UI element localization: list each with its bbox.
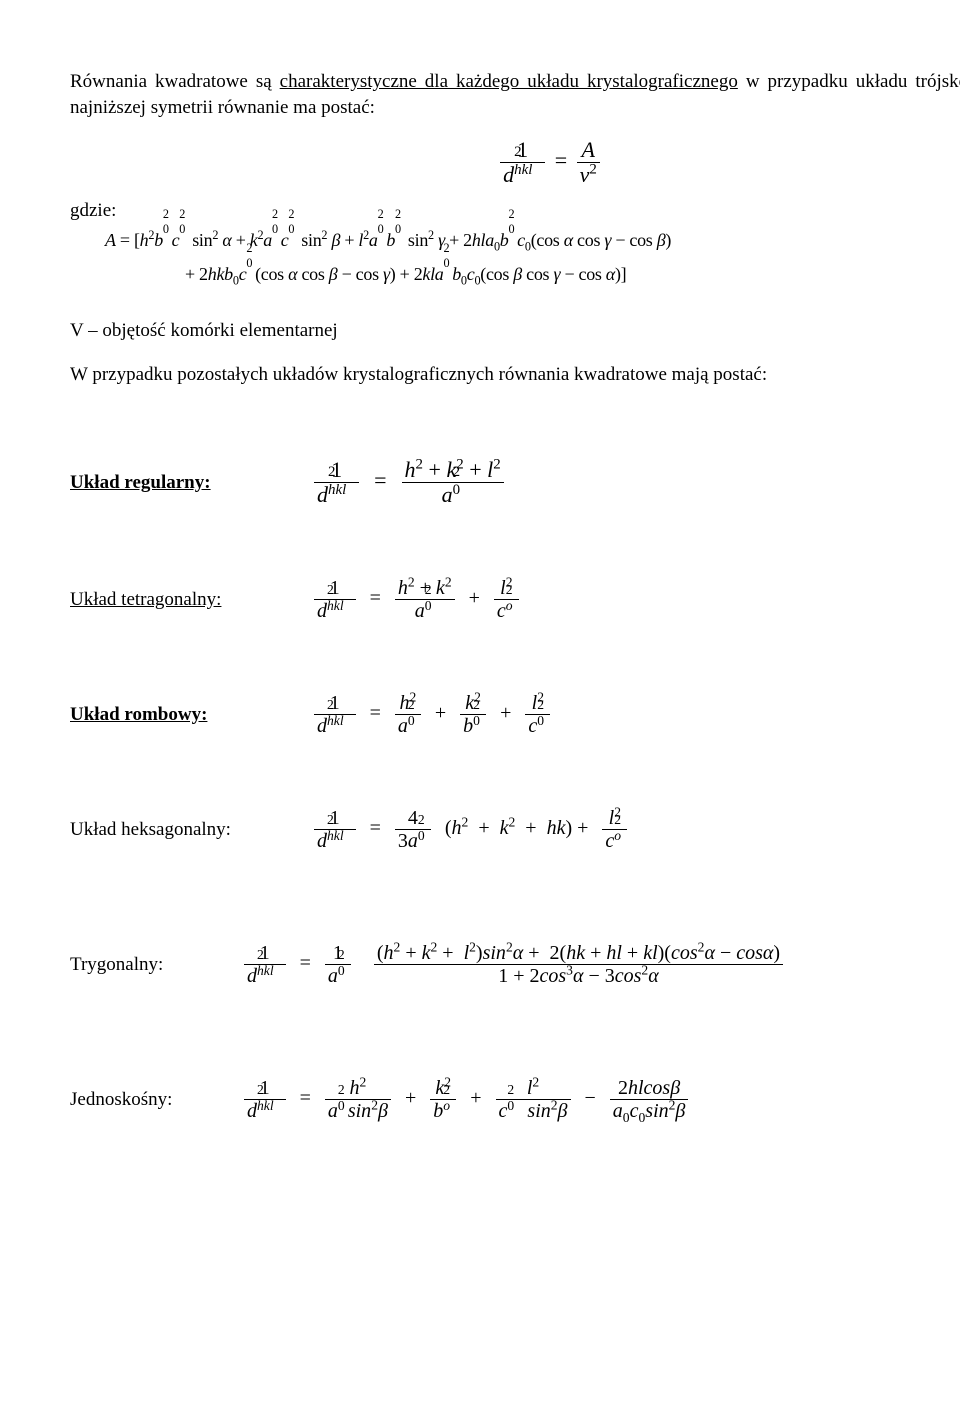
system-rombowy: Układ rombowy: 1d2hklhkl = h2a200 + k2b2… [70,692,960,737]
regular-label: Układ regularny: [70,472,211,493]
system-jednoskosny: Jednoskośny: 1d2hklhkl = h2a200sin2β + k… [70,1077,960,1122]
v-note: V – objętość komórki elementarnej [70,318,960,344]
equals-sign: = [555,148,573,173]
intro-paragraph: Równania kwadratowe są charakterystyczne… [70,69,960,120]
hexagonal-label: Układ heksagonalny: [70,819,231,840]
rest-paragraph: W przypadku pozostałych układów krystalo… [70,362,960,388]
main-eq-rhs-num: A [582,137,595,162]
intro-text-underlined: charakterystyczne dla każdego układu kry… [280,71,738,92]
system-trygonalny: Trygonalny: 1d2hklhkl = 1a200 (h2 + k2 +… [70,942,960,987]
system-hexagonal: Układ heksagonalny: 1d2hklhkl = 43a200 (… [70,807,960,852]
gdzie-label: gdzie: [70,198,960,224]
system-regular: Układ regularny: 1d2hklhkl = h2 + k2 + l… [70,458,960,507]
tetragonal-label: Układ tetragonalny: [70,589,221,610]
intro-text-a: Równania kwadratowe są [70,71,280,92]
a-equation: A = [h2b200c200 sin2 α + k2a200c200 sin2… [105,223,960,291]
main-equation: 1 d2hklhkl = A v2 [70,138,960,187]
jednoskosny-label: Jednoskośny: [70,1089,172,1110]
rombowy-label: Układ rombowy: [70,704,207,725]
trygonalny-label: Trygonalny: [70,954,163,975]
system-tetragonal: Układ tetragonalny: 1d2hklhkl = h2 + k2a… [70,577,960,622]
